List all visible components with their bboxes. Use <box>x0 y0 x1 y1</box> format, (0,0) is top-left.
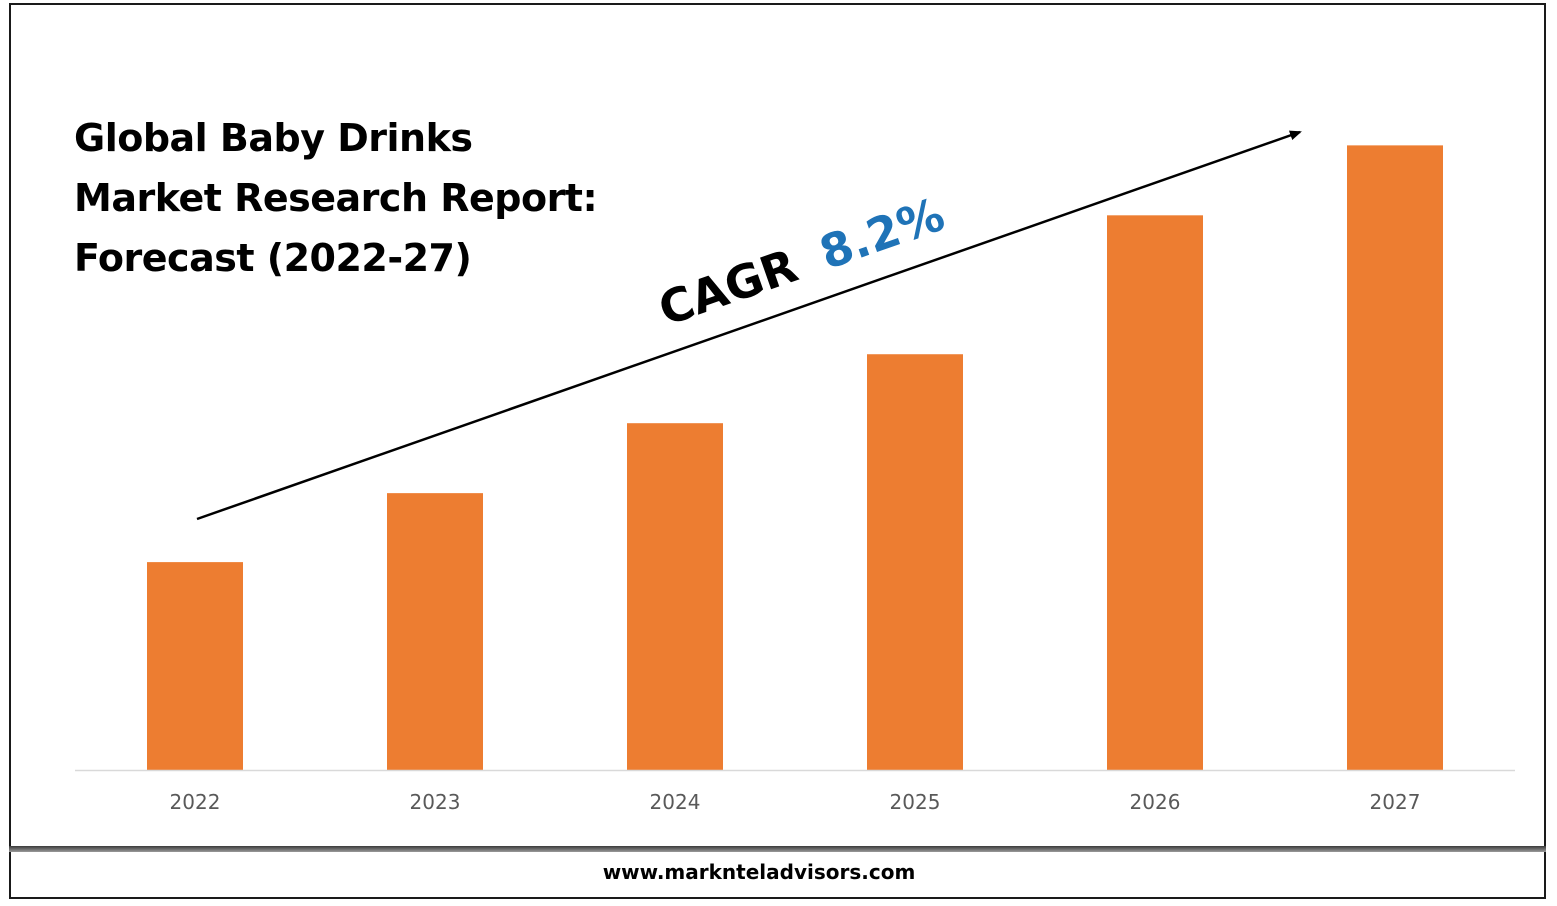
x-tick-label-2024: 2024 <box>650 790 701 814</box>
bar-2024 <box>627 423 723 770</box>
title-line-2: Market Research Report: <box>74 176 598 220</box>
bar-2027 <box>1347 145 1443 770</box>
x-tick-labels: 2022 2023 2024 2025 2026 2027 <box>170 790 1421 814</box>
footer-url: www.marknteladvisors.com <box>602 860 916 884</box>
x-tick-label-2026: 2026 <box>1130 790 1181 814</box>
bar-2022 <box>147 562 243 770</box>
x-tick-label-2023: 2023 <box>410 790 461 814</box>
cagr-annotation: CAGR 8.2% <box>652 187 951 337</box>
footer-divider <box>9 846 1546 852</box>
bar-2023 <box>387 493 483 770</box>
title-line-1: Global Baby Drinks <box>74 116 473 160</box>
trend-arrow-line <box>196 130 1302 521</box>
cagr-label: CAGR <box>652 238 804 336</box>
x-tick-label-2025: 2025 <box>890 790 941 814</box>
x-tick-label-2022: 2022 <box>170 790 221 814</box>
page-title: Global Baby Drinks Market Research Repor… <box>74 108 634 288</box>
x-tick-label-2027: 2027 <box>1370 790 1421 814</box>
bars-group <box>147 145 1443 771</box>
chart-frame <box>9 3 1546 899</box>
bar-2025 <box>867 354 963 770</box>
cagr-trend-arrow <box>196 130 1302 521</box>
bar-2026 <box>1107 215 1203 771</box>
title-line-3: Forecast (2022-27) <box>74 236 472 280</box>
cagr-value: 8.2% <box>813 187 951 280</box>
